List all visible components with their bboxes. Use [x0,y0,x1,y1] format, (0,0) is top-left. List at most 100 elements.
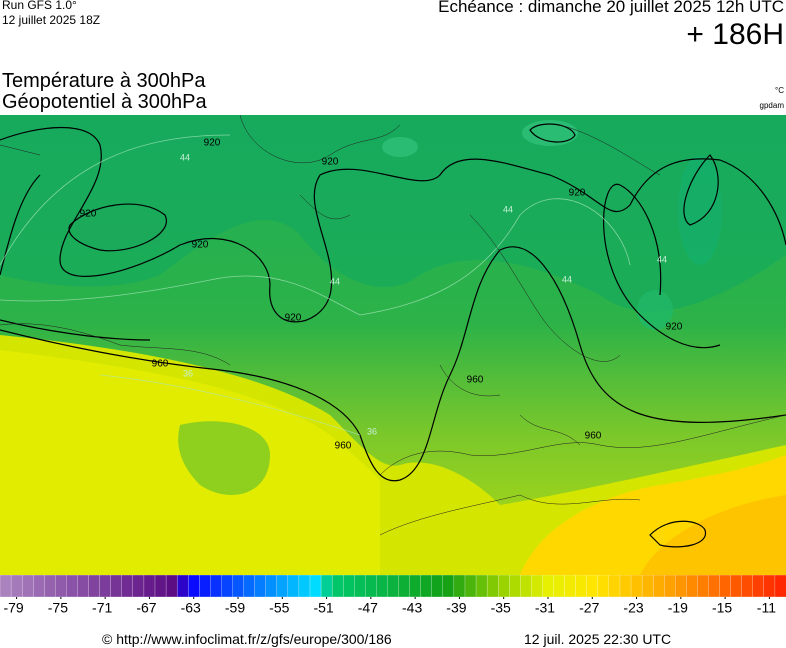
geopotential-label: 920 [322,157,339,168]
colorbar-tick-label: -15 [712,600,732,615]
color-swatch [564,575,577,598]
color-swatch [630,575,643,598]
color-swatch [453,575,466,598]
color-swatch [77,575,90,598]
geopotential-label: 920 [80,209,97,220]
color-swatch [442,575,455,598]
colorbar-tick-label: -27 [579,600,599,615]
color-swatch [597,575,610,598]
lead-time: + 186H [686,18,784,51]
colorbar-tick-label: -23 [623,600,643,615]
color-swatch [254,575,267,598]
color-swatch [675,575,687,598]
color-swatch [99,575,112,598]
geopotential-label: 960 [335,441,352,452]
temperature-label: 36 [367,426,377,436]
title-temperature: Température à 300hPa [2,70,206,92]
title-geopotential: Géopotentiel à 300hPa [2,91,207,113]
color-swatch [542,575,554,598]
colorbar-tick-label: -35 [491,600,511,615]
echeance: Echéance : dimanche 20 juillet 2025 12h … [438,0,784,16]
color-swatch [752,575,765,598]
color-swatch [276,575,289,598]
color-swatch [232,575,244,598]
color-swatch [420,575,433,598]
footer-date: 12 juil. 2025 22:30 UTC [524,631,672,647]
color-swatch [719,575,732,598]
colorbar-tick-label: -63 [181,600,201,615]
color-swatch [66,575,78,598]
run: Run GFS 1.0° [2,0,77,12]
color-swatch [398,575,411,598]
color-swatch [265,575,278,598]
colorbar: -79 -75 -71 -67 -63 -59 -55 -51 -47 -43 -39 -35 -31 -… [0,575,786,615]
unit-temperature: °C [775,86,784,95]
color-swatch [475,575,488,598]
map: 920 920 920 920 920 920 920 960 960 960 960 44 44 44 4… [0,115,786,575]
geopotential-label: 920 [285,313,302,324]
color-swatch [686,575,698,598]
color-swatch [575,575,588,598]
color-swatch [354,575,366,598]
color-swatch [199,575,211,598]
color-swatch [409,575,422,598]
temperature-label: 36 [183,368,193,378]
color-swatch [309,575,322,598]
color-swatch [553,575,566,598]
colorbar-tick-label: -39 [446,600,466,615]
temperature-label: 44 [503,204,513,214]
temperature-label: 44 [180,152,190,162]
color-swatch [88,575,101,598]
color-swatch [188,575,200,598]
color-swatch [55,575,67,598]
color-swatch [21,575,34,598]
geopotential-label: 920 [192,240,209,251]
colorbar-tick-label: -55 [269,600,289,615]
colorbar-tick-label: -47 [358,600,378,615]
geopotential-label: 920 [666,322,683,333]
colorbar-tick-label: -67 [136,600,156,615]
color-swatch [298,575,311,598]
color-swatch [176,575,189,598]
colorbar-tick-label: -19 [668,600,688,615]
geopotential-label: 960 [585,431,602,442]
color-swatch [0,575,12,598]
color-swatch [110,575,123,598]
geopotential-label: 960 [467,375,484,386]
color-swatch [464,575,477,598]
colorbar-tick-label: -71 [92,600,112,615]
color-swatch [763,575,776,598]
color-swatch [387,575,399,598]
colorbar-tick-label: -43 [402,600,422,615]
color-swatch [586,575,599,598]
run-date: 12 juillet 2025 18Z [2,13,101,27]
color-swatch [221,575,233,598]
geopotential-label: 920 [204,138,221,149]
color-swatch [376,575,388,598]
temperature-label: 44 [562,274,572,284]
colorbar-tick-label: -31 [535,600,555,615]
color-swatch [33,575,45,598]
colorbar-tick-label: -11 [757,600,776,615]
colorbar-tick-label: -79 [3,600,23,615]
color-swatch [121,575,134,598]
color-swatch [520,575,532,598]
color-swatch [486,575,499,598]
color-swatch [287,575,300,598]
color-swatch [741,575,754,598]
color-swatch [608,575,621,598]
geopotential-label: 920 [569,188,586,199]
color-swatch [143,575,156,598]
colorbar-tick-label: -59 [225,600,245,615]
color-swatch [343,575,355,598]
color-swatch [619,575,632,598]
color-swatch [774,575,786,598]
color-swatch [697,575,709,598]
footer-url: © http://www.infoclimat.fr/z/gfs/europe/… [102,631,392,647]
colorbar-tick-label: -51 [313,600,333,615]
color-swatch [531,575,543,598]
unit-geopotential: gpdam [759,101,784,110]
color-swatch [132,575,145,598]
color-swatch [708,575,721,598]
